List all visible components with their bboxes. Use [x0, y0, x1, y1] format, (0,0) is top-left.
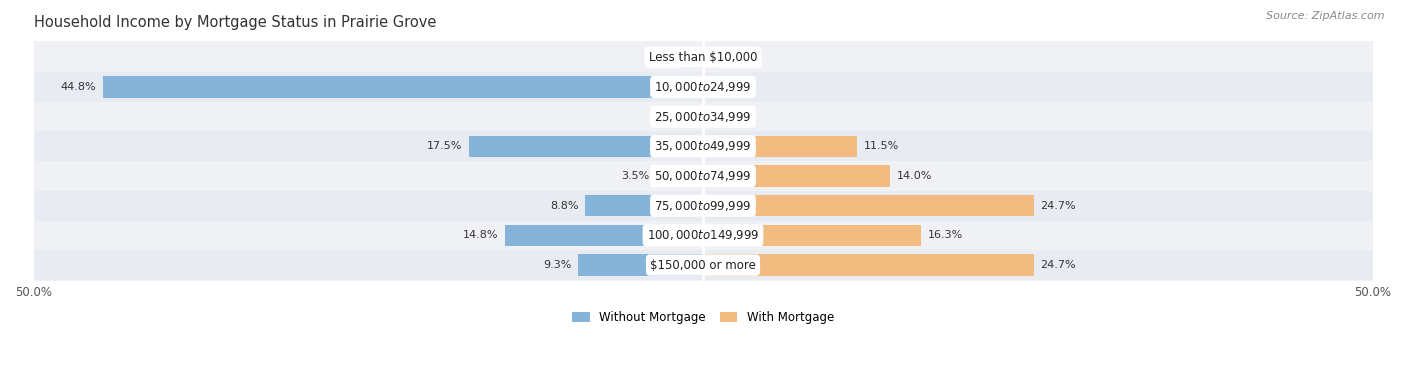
- Text: $150,000 or more: $150,000 or more: [650, 259, 756, 271]
- Text: 3.5%: 3.5%: [621, 171, 650, 181]
- Text: $100,000 to $149,999: $100,000 to $149,999: [647, 228, 759, 242]
- Bar: [703, 106, 717, 127]
- Text: 17.5%: 17.5%: [426, 141, 463, 151]
- Bar: [34, 191, 1372, 221]
- Text: $75,000 to $99,999: $75,000 to $99,999: [654, 199, 752, 213]
- Text: 1.0%: 1.0%: [723, 112, 751, 122]
- Bar: [468, 136, 703, 157]
- Text: 24.7%: 24.7%: [1040, 201, 1076, 211]
- Bar: [703, 195, 1033, 216]
- Legend: Without Mortgage, With Mortgage: Without Mortgage, With Mortgage: [567, 306, 839, 328]
- Bar: [34, 102, 1372, 132]
- Text: 14.0%: 14.0%: [897, 171, 932, 181]
- Text: 44.8%: 44.8%: [60, 82, 97, 92]
- Text: Source: ZipAtlas.com: Source: ZipAtlas.com: [1267, 11, 1385, 21]
- Bar: [34, 221, 1372, 250]
- Bar: [657, 165, 703, 187]
- Bar: [703, 225, 921, 246]
- Bar: [578, 254, 703, 276]
- Bar: [703, 165, 890, 187]
- Bar: [103, 76, 703, 98]
- Bar: [683, 46, 703, 68]
- Text: $25,000 to $34,999: $25,000 to $34,999: [654, 110, 752, 124]
- Text: 0.0%: 0.0%: [668, 112, 696, 122]
- Text: $50,000 to $74,999: $50,000 to $74,999: [654, 169, 752, 183]
- Bar: [703, 254, 1033, 276]
- Bar: [505, 225, 703, 246]
- Bar: [34, 72, 1372, 102]
- Text: 1.2%: 1.2%: [725, 52, 754, 62]
- Text: 1.5%: 1.5%: [648, 52, 676, 62]
- Bar: [34, 42, 1372, 72]
- Bar: [703, 76, 718, 98]
- Text: 14.8%: 14.8%: [463, 230, 498, 241]
- Bar: [34, 161, 1372, 191]
- Text: 11.5%: 11.5%: [863, 141, 898, 151]
- Bar: [703, 136, 858, 157]
- Text: 9.3%: 9.3%: [543, 260, 572, 270]
- Bar: [585, 195, 703, 216]
- Bar: [34, 250, 1372, 280]
- Text: Less than $10,000: Less than $10,000: [648, 51, 758, 64]
- Text: Household Income by Mortgage Status in Prairie Grove: Household Income by Mortgage Status in P…: [34, 15, 436, 30]
- Bar: [703, 46, 718, 68]
- Text: 8.8%: 8.8%: [550, 201, 578, 211]
- Text: 16.3%: 16.3%: [928, 230, 963, 241]
- Text: $35,000 to $49,999: $35,000 to $49,999: [654, 139, 752, 153]
- Text: 24.7%: 24.7%: [1040, 260, 1076, 270]
- Bar: [34, 132, 1372, 161]
- Text: 1.2%: 1.2%: [725, 82, 754, 92]
- Text: $10,000 to $24,999: $10,000 to $24,999: [654, 80, 752, 94]
